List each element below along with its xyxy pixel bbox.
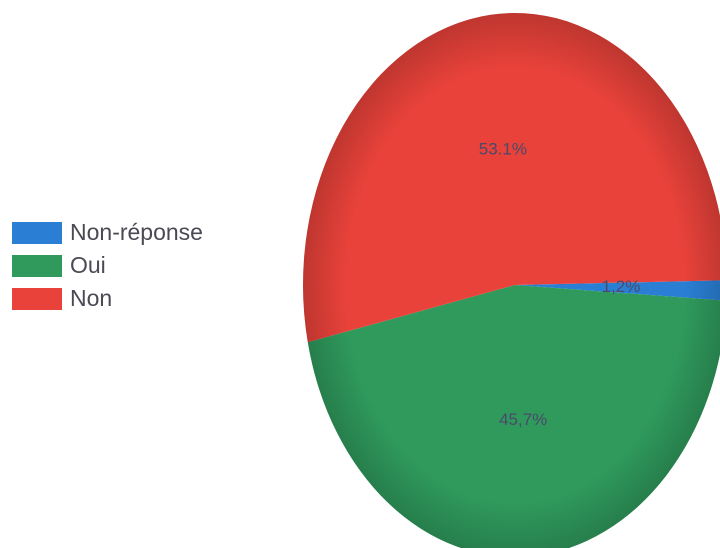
slice-label: 45,7%: [499, 410, 547, 429]
legend-text: Oui: [70, 252, 106, 278]
pie-shade: [303, 13, 720, 548]
legend-swatch: [12, 222, 62, 244]
legend-swatch: [12, 255, 62, 277]
slice-label: 1,2%: [602, 277, 641, 296]
legend-text: Non: [70, 285, 112, 311]
legend-swatch: [12, 288, 62, 310]
slice-label: 53.1%: [479, 139, 527, 158]
legend-text: Non-réponse: [70, 219, 203, 245]
